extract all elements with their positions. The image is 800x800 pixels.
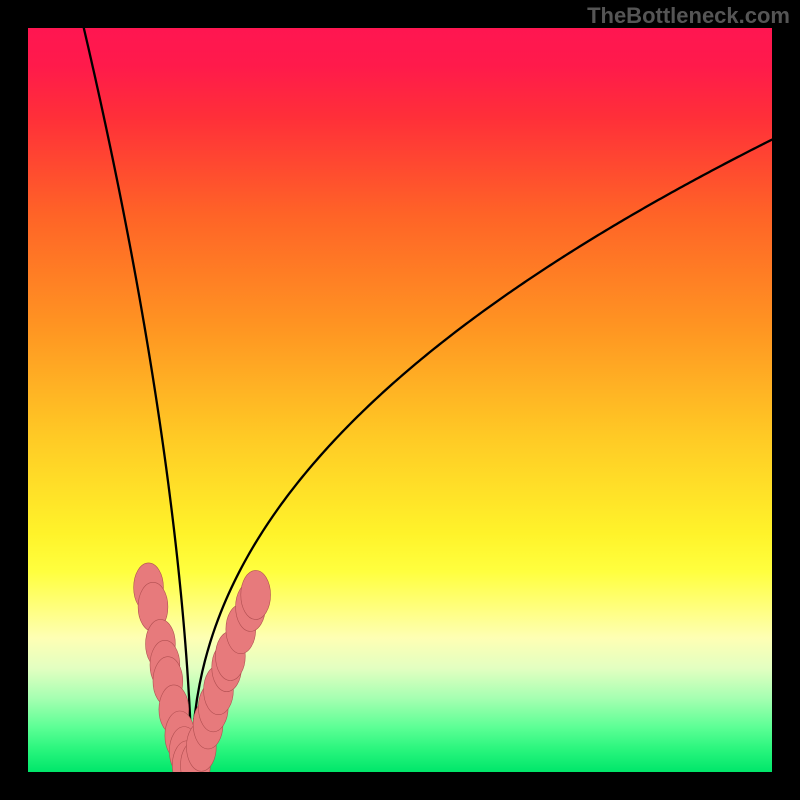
gradient-background bbox=[28, 28, 772, 772]
watermark-text: TheBottleneck.com bbox=[587, 3, 790, 29]
chart-container: TheBottleneck.com bbox=[0, 0, 800, 800]
plot-area bbox=[28, 28, 772, 772]
marker-right-8 bbox=[241, 570, 271, 619]
